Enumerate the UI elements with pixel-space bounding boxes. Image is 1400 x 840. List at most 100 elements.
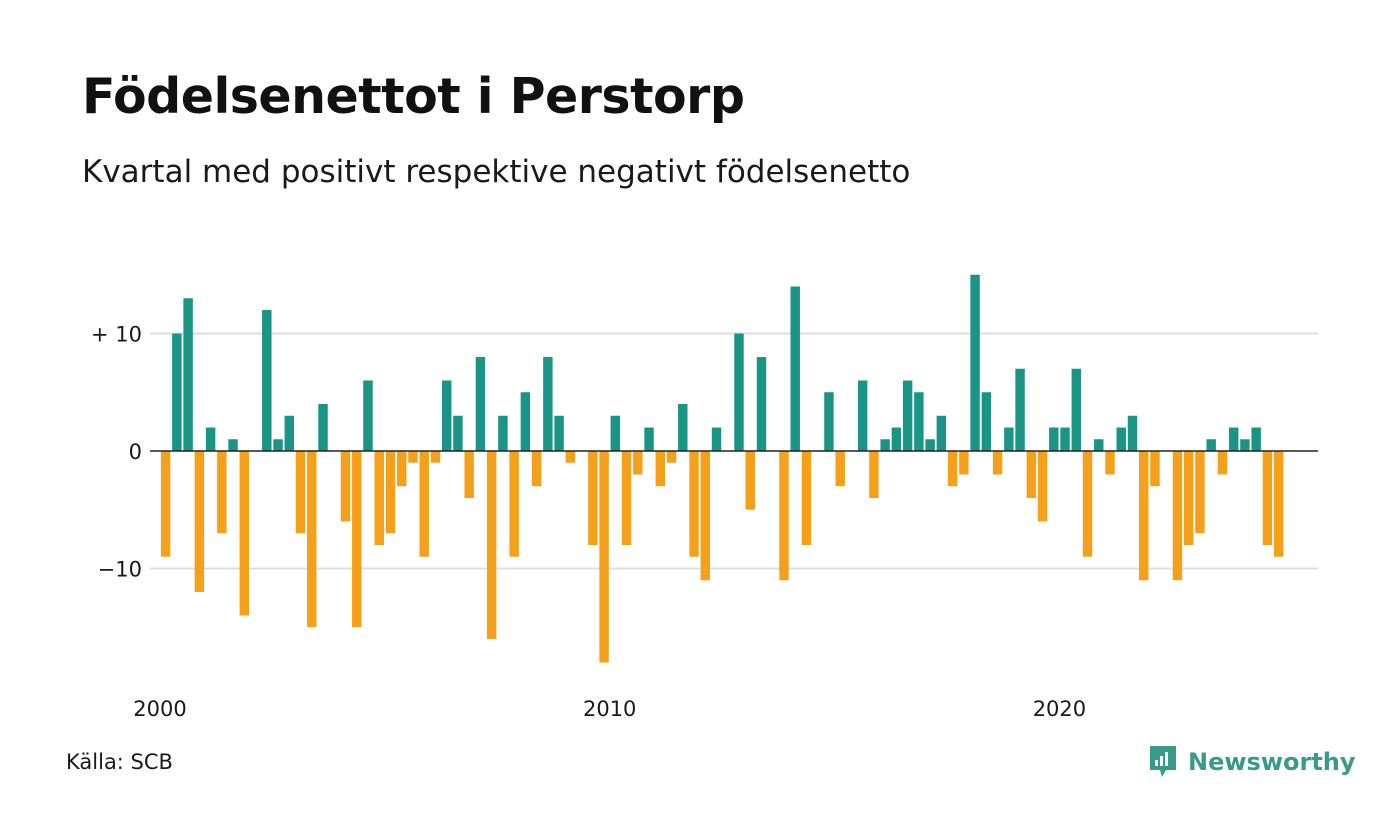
bar-positive bbox=[970, 274, 980, 451]
y-tick-label: 0 bbox=[129, 440, 142, 464]
bar-positive bbox=[880, 439, 890, 451]
y-tick-label: −10 bbox=[98, 558, 142, 582]
bar-negative bbox=[745, 451, 755, 510]
bar-negative bbox=[385, 451, 396, 534]
bar-negative bbox=[1037, 451, 1048, 522]
bar-negative bbox=[633, 451, 643, 475]
bar-positive bbox=[734, 333, 744, 451]
axes: + 10 0 −10 2000 2010 2020 bbox=[91, 323, 1318, 721]
bar-negative bbox=[1139, 451, 1149, 581]
bar-positive bbox=[172, 333, 182, 451]
bar-positive bbox=[520, 392, 531, 451]
bar-positive bbox=[610, 415, 621, 451]
bar-negative bbox=[509, 451, 519, 557]
bar-negative bbox=[194, 451, 205, 592]
bar-positive bbox=[498, 415, 508, 451]
bar-negative bbox=[307, 451, 317, 628]
bar-positive bbox=[1206, 439, 1216, 451]
x-tick-label: 2020 bbox=[1033, 697, 1086, 721]
bar-positive bbox=[205, 427, 216, 451]
source-note: Källa: SCB bbox=[66, 750, 173, 774]
bar-negative bbox=[352, 451, 362, 628]
bars bbox=[160, 274, 1284, 663]
bar-positive bbox=[1127, 415, 1138, 451]
bar-positive bbox=[790, 286, 800, 451]
bar-negative bbox=[1150, 451, 1160, 487]
bar-negative bbox=[1195, 451, 1205, 534]
bar-negative bbox=[869, 451, 879, 498]
bar-negative bbox=[396, 451, 407, 487]
bar-negative bbox=[959, 451, 969, 475]
bar-negative bbox=[992, 451, 1003, 475]
bar-negative bbox=[689, 451, 699, 557]
bar-positive bbox=[756, 357, 767, 451]
bar-positive bbox=[1094, 439, 1104, 451]
brand-name: Newsworthy bbox=[1188, 748, 1356, 776]
bar-negative bbox=[217, 451, 227, 534]
bar-positive bbox=[284, 415, 295, 451]
bar-negative bbox=[531, 451, 542, 487]
bar-positive bbox=[644, 427, 654, 451]
bar-negative bbox=[1026, 451, 1037, 498]
bar-positive bbox=[914, 392, 924, 451]
bar-positive bbox=[475, 357, 486, 451]
x-tick-label: 2000 bbox=[133, 697, 186, 721]
gridlines bbox=[150, 332, 1318, 570]
bar-positive bbox=[273, 439, 283, 451]
bar-positive bbox=[1228, 427, 1239, 451]
bar-negative bbox=[801, 451, 812, 545]
bar-negative bbox=[588, 451, 598, 545]
bar-negative bbox=[666, 451, 677, 463]
bar-positive bbox=[857, 380, 868, 451]
bar-negative bbox=[1262, 451, 1273, 545]
bar-negative bbox=[486, 451, 497, 639]
bar-positive bbox=[453, 415, 463, 451]
bar-positive bbox=[318, 404, 328, 451]
chart-title: Födelsenettot i Perstorp bbox=[82, 68, 745, 125]
bar-positive bbox=[543, 357, 553, 451]
bar-negative bbox=[1273, 451, 1284, 557]
bar-positive bbox=[936, 415, 947, 451]
bar-negative bbox=[340, 451, 351, 522]
bar-negative bbox=[419, 451, 429, 557]
bar-positive bbox=[183, 298, 193, 451]
bar-positive bbox=[824, 392, 834, 451]
bar-positive bbox=[228, 439, 238, 451]
bar-negative bbox=[1217, 451, 1228, 475]
bar-negative bbox=[295, 451, 306, 534]
bar-negative bbox=[374, 451, 384, 545]
bar-positive bbox=[554, 415, 564, 451]
newsworthy-chat-bars-icon bbox=[1150, 746, 1176, 777]
bar-positive bbox=[711, 427, 722, 451]
brand-logo[interactable]: Newsworthy bbox=[1148, 742, 1356, 782]
x-tick-label: 2010 bbox=[583, 697, 636, 721]
bar-positive bbox=[1049, 427, 1059, 451]
y-tick-label: + 10 bbox=[91, 323, 142, 347]
bar-negative bbox=[655, 451, 666, 487]
bar-negative bbox=[1183, 451, 1194, 545]
bar-positive bbox=[1060, 427, 1070, 451]
bar-positive bbox=[1116, 427, 1126, 451]
bar-positive bbox=[1004, 427, 1014, 451]
bar-negative bbox=[599, 451, 609, 663]
bar-negative bbox=[779, 451, 789, 581]
bar-positive bbox=[891, 427, 902, 451]
bar-negative bbox=[1172, 451, 1183, 581]
bar-positive bbox=[262, 310, 272, 451]
bar-positive bbox=[363, 380, 373, 451]
bar-negative bbox=[464, 451, 474, 498]
bar-positive bbox=[441, 380, 452, 451]
bar-positive bbox=[678, 404, 688, 451]
bar-positive bbox=[1015, 368, 1025, 451]
bar-positive bbox=[1071, 368, 1082, 451]
bar-negative bbox=[621, 451, 632, 545]
bar-negative bbox=[1082, 451, 1093, 557]
bar-positive bbox=[1240, 439, 1250, 451]
bar-positive bbox=[1251, 427, 1261, 451]
bar-negative bbox=[835, 451, 845, 487]
bar-positive bbox=[902, 380, 913, 451]
bar-negative bbox=[408, 451, 418, 463]
bar-positive bbox=[925, 439, 935, 451]
bar-negative bbox=[160, 451, 171, 557]
